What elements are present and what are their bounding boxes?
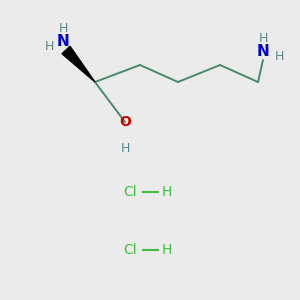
Text: O: O: [119, 115, 131, 129]
Text: Cl: Cl: [123, 185, 137, 199]
Text: H: H: [162, 243, 172, 257]
Text: H: H: [120, 142, 130, 154]
Text: H: H: [162, 185, 172, 199]
Polygon shape: [62, 46, 95, 82]
Text: Cl: Cl: [123, 243, 137, 257]
Text: N: N: [57, 34, 69, 50]
Text: N: N: [256, 44, 269, 59]
Text: H: H: [58, 22, 68, 34]
Text: H: H: [44, 40, 54, 52]
Text: H: H: [274, 50, 284, 62]
Text: H: H: [258, 32, 268, 44]
